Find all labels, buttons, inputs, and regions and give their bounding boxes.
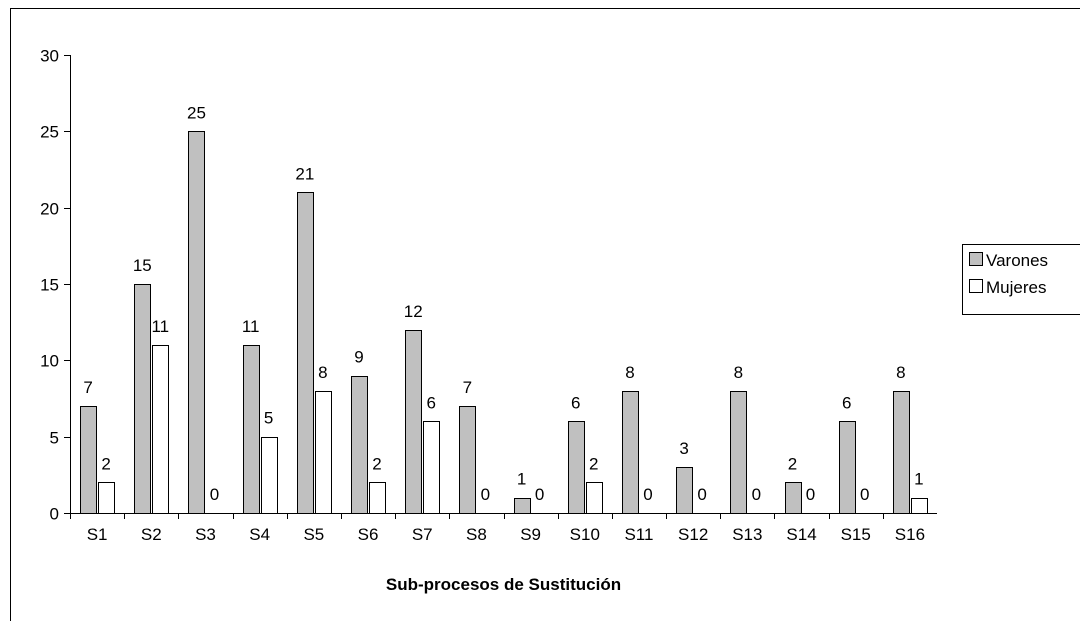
data-label-mujeres: 0	[752, 485, 761, 504]
data-label-mujeres: 2	[589, 454, 598, 473]
data-label-mujeres: 0	[860, 485, 869, 504]
y-tick-label: 5	[50, 429, 59, 448]
bar-varones	[352, 377, 368, 514]
bar-varones	[244, 346, 260, 514]
data-label-mujeres: 0	[535, 485, 544, 504]
bar-mujeres	[587, 483, 603, 514]
data-label-mujeres: 0	[643, 485, 652, 504]
x-tick-label: S5	[303, 525, 324, 544]
bar-varones	[189, 132, 205, 514]
data-label-varones: 8	[625, 363, 634, 382]
bar-varones	[460, 407, 476, 514]
data-label-varones: 1	[517, 470, 526, 489]
data-label-mujeres: 0	[210, 485, 219, 504]
data-label-varones: 8	[896, 363, 905, 382]
x-tick-label: S1	[87, 525, 108, 544]
bar-varones	[894, 392, 910, 514]
legend: Varones Mujeres	[963, 245, 1080, 315]
y-tick-label: 20	[40, 200, 59, 219]
bar-varones	[81, 407, 97, 514]
x-tick-label: S15	[841, 525, 871, 544]
x-axis-title: Sub-procesos de Sustitución	[386, 575, 621, 594]
data-label-mujeres: 2	[372, 454, 381, 473]
y-tick-label: 0	[50, 505, 59, 524]
bar-varones	[623, 392, 639, 514]
data-label-mujeres: 0	[806, 485, 815, 504]
data-label-mujeres: 11	[151, 317, 169, 336]
bar-mujeres	[370, 483, 386, 514]
legend-swatch-varones	[970, 253, 983, 266]
bar-varones	[515, 499, 531, 514]
bar-varones	[840, 422, 856, 514]
x-tick-label: S11	[624, 525, 653, 544]
bar-varones	[677, 468, 693, 514]
x-tick-label: S10	[570, 525, 600, 544]
bar-mujeres	[912, 499, 928, 514]
x-tick-label: S4	[249, 525, 270, 544]
data-label-varones: 25	[187, 103, 206, 122]
bar-mujeres	[424, 422, 440, 514]
x-tick-label: S14	[786, 525, 816, 544]
y-tick-label: 10	[40, 352, 59, 371]
data-label-varones: 9	[354, 348, 363, 367]
bar-varones	[135, 285, 151, 514]
data-label-mujeres: 0	[697, 485, 706, 504]
data-label-varones: 7	[83, 378, 92, 397]
data-label-varones: 12	[404, 302, 423, 321]
data-label-mujeres: 0	[481, 485, 490, 504]
data-label-varones: 7	[463, 378, 472, 397]
x-tick-label: S8	[466, 525, 487, 544]
data-label-mujeres: 5	[264, 409, 273, 428]
data-label-varones: 6	[842, 393, 851, 412]
legend-label-varones: Varones	[986, 251, 1048, 270]
bar-mujeres	[262, 438, 278, 514]
legend-label-mujeres: Mujeres	[986, 278, 1046, 297]
data-label-varones: 3	[679, 439, 688, 458]
bar-mujeres	[153, 346, 169, 514]
y-tick-label: 30	[40, 47, 59, 66]
y-tick-label: 25	[40, 123, 59, 142]
legend-swatch-mujeres	[970, 280, 983, 293]
x-tick-label: S6	[358, 525, 379, 544]
data-label-mujeres: 8	[318, 363, 327, 382]
bar-varones	[406, 331, 422, 514]
data-label-mujeres: 2	[101, 454, 110, 473]
data-label-varones: 21	[295, 164, 314, 183]
y-tick-label: 15	[40, 276, 59, 295]
bar-mujeres	[316, 392, 332, 514]
x-tick-label: S7	[412, 525, 433, 544]
data-label-varones: 6	[571, 393, 580, 412]
x-tick-label: S13	[732, 525, 762, 544]
data-label-mujeres: 1	[914, 470, 923, 489]
bar-varones	[731, 392, 747, 514]
x-tick-label: S9	[520, 525, 541, 544]
data-label-varones: 11	[242, 317, 260, 336]
data-label-varones: 2	[788, 454, 797, 473]
x-tick-label: S16	[895, 525, 925, 544]
x-tick-label: S3	[195, 525, 216, 544]
x-tick-label: S2	[141, 525, 162, 544]
data-label-varones: 15	[133, 256, 152, 275]
bar-mujeres	[99, 483, 115, 514]
data-label-mujeres: 6	[426, 393, 435, 412]
bar-varones	[298, 193, 314, 514]
bar-varones	[569, 422, 585, 514]
data-label-varones: 8	[734, 363, 743, 382]
bar-varones	[786, 483, 802, 514]
x-tick-label: S12	[678, 525, 708, 544]
